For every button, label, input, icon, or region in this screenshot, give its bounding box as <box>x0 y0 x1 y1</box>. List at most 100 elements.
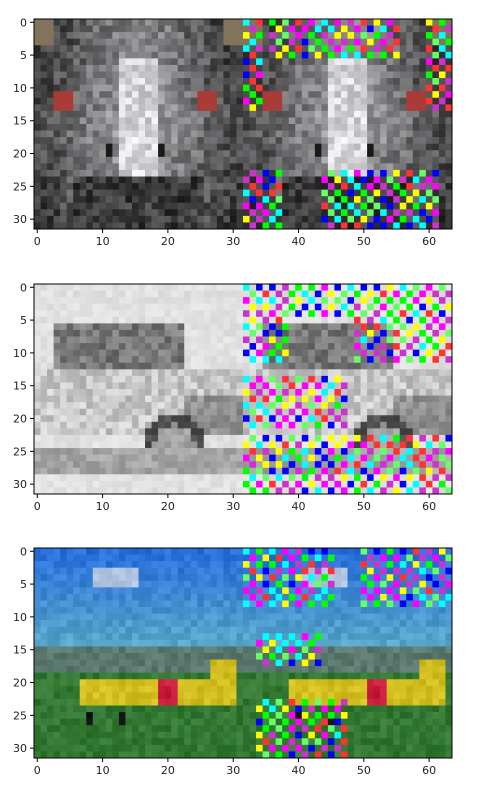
pixel <box>40 461 48 469</box>
pixel <box>406 51 414 59</box>
pixel <box>34 97 41 105</box>
pixel <box>308 303 316 311</box>
pixel <box>40 402 48 410</box>
pixel <box>60 183 68 190</box>
pixel <box>373 137 381 145</box>
pixel <box>216 448 224 455</box>
pixel <box>262 329 270 337</box>
pixel <box>184 71 192 79</box>
pixel <box>40 382 48 390</box>
pixel <box>314 303 322 311</box>
pixel <box>151 156 159 164</box>
pixel <box>210 580 218 588</box>
pixel <box>79 428 87 436</box>
pixel <box>347 104 355 112</box>
pixel <box>249 176 257 184</box>
pixel <box>131 613 139 621</box>
pixel <box>269 454 277 462</box>
pixel <box>249 137 257 145</box>
pixel <box>138 626 146 634</box>
pixel <box>138 659 146 667</box>
pixel <box>131 150 139 158</box>
pixel <box>112 567 120 575</box>
pixel <box>145 150 152 158</box>
pixel <box>399 428 407 436</box>
pixel <box>40 196 48 204</box>
pixel <box>262 196 270 204</box>
pixel <box>197 297 205 305</box>
pixel <box>327 64 335 72</box>
pixel <box>105 202 113 210</box>
pixel <box>34 189 41 197</box>
pixel <box>438 32 446 40</box>
pixel <box>210 130 218 138</box>
pixel <box>393 169 401 177</box>
pixel <box>399 137 407 145</box>
pixel <box>112 290 120 298</box>
pixel <box>190 215 198 223</box>
pixel <box>373 284 381 291</box>
pixel <box>445 150 453 158</box>
pixel <box>393 215 401 223</box>
pixel <box>171 169 179 177</box>
pixel <box>314 163 322 171</box>
pixel <box>347 316 355 324</box>
pixel <box>203 97 211 105</box>
pixel <box>203 653 211 660</box>
pixel <box>60 156 68 164</box>
pixel <box>151 163 159 171</box>
pixel <box>92 189 100 197</box>
pixel <box>275 97 283 105</box>
pixel <box>223 310 231 318</box>
pixel <box>269 480 277 488</box>
pixel <box>118 84 126 92</box>
pixel <box>321 474 329 482</box>
pixel <box>203 310 211 318</box>
pixel <box>131 408 139 416</box>
pixel <box>236 428 244 436</box>
pixel <box>314 389 322 396</box>
pixel <box>151 666 159 674</box>
pixel <box>308 32 316 40</box>
pixel <box>360 441 368 449</box>
pixel <box>34 375 41 383</box>
pixel <box>236 633 244 641</box>
pixel <box>223 329 231 337</box>
pixel <box>131 189 139 197</box>
pixel <box>360 421 368 429</box>
pixel <box>203 382 211 390</box>
pixel <box>197 97 205 105</box>
pixel <box>151 362 159 370</box>
pixel <box>360 78 368 85</box>
pixel <box>73 698 81 706</box>
pixel <box>327 389 335 396</box>
pixel <box>177 408 185 416</box>
pixel <box>197 408 205 416</box>
pixel <box>203 169 211 177</box>
pixel <box>243 487 250 495</box>
pixel <box>321 362 329 370</box>
pixel <box>145 587 152 595</box>
pixel <box>203 646 211 654</box>
pixel <box>229 659 237 667</box>
pixel <box>288 395 296 403</box>
pixel <box>53 310 61 318</box>
pixel <box>340 402 348 410</box>
pixel <box>223 25 231 33</box>
pixel <box>73 587 81 595</box>
pixel <box>86 316 94 324</box>
pixel <box>40 176 48 184</box>
pixel <box>249 323 257 331</box>
pixel <box>256 434 263 442</box>
pixel <box>53 110 61 118</box>
pixel <box>308 196 316 204</box>
pixel <box>321 480 329 488</box>
pixel <box>145 323 152 331</box>
pixel <box>256 78 263 85</box>
pixel <box>40 685 48 693</box>
pixel <box>118 395 126 403</box>
pixel <box>393 150 401 158</box>
pixel <box>347 110 355 118</box>
pixel <box>203 600 211 608</box>
pixel <box>223 356 231 364</box>
